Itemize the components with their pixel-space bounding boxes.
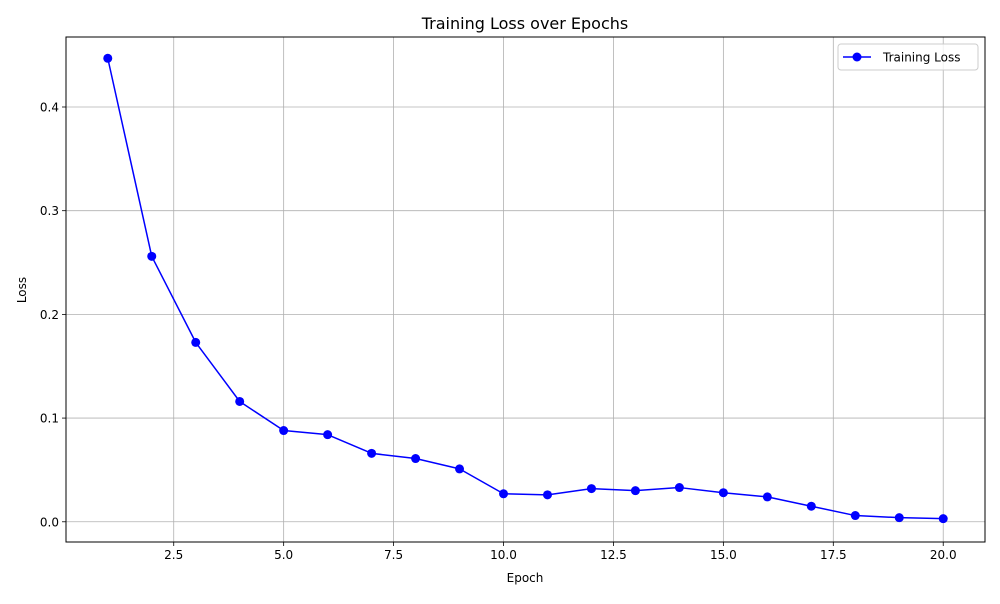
data-point — [806, 501, 816, 511]
chart-title: Training Loss over Epochs — [421, 14, 629, 33]
x-tick-label: 10.0 — [490, 548, 517, 562]
series-layer — [103, 53, 948, 524]
axis-ticks: 2.5 5.0 7.5 10.0 12.5 15.0 17.5 20.0 0.0 0.1 0.2 0.… — [40, 100, 957, 562]
data-point — [542, 490, 552, 500]
x-tick-label: 20.0 — [930, 548, 957, 562]
x-tick-label: 12.5 — [600, 548, 627, 562]
axes-frame — [65, 36, 986, 543]
data-point — [674, 483, 684, 493]
data-point — [499, 489, 509, 499]
x-axis-label: Epoch — [507, 571, 544, 585]
x-tick-label: 5.0 — [274, 548, 293, 562]
data-point — [235, 396, 245, 406]
data-point — [718, 488, 728, 498]
legend-box — [837, 43, 979, 71]
data-point — [367, 448, 377, 458]
data-point — [411, 454, 421, 464]
data-point — [191, 337, 201, 347]
data-point — [147, 251, 157, 261]
series-line-training-loss — [107, 58, 944, 520]
y-axis-label: Loss — [15, 277, 29, 303]
data-point — [894, 513, 904, 523]
x-tick-label: 7.5 — [384, 548, 403, 562]
data-point — [630, 486, 640, 496]
x-tick-label: 17.5 — [820, 548, 847, 562]
data-point — [762, 492, 772, 502]
x-tick-label: 2.5 — [164, 548, 183, 562]
data-point — [103, 53, 113, 63]
data-point — [938, 514, 948, 524]
y-tick-label: 0.1 — [40, 412, 59, 426]
y-tick-label: 0.3 — [40, 204, 59, 218]
data-point — [279, 426, 289, 436]
data-point — [850, 511, 860, 521]
data-point — [323, 430, 333, 440]
x-tick-label: 15.0 — [710, 548, 737, 562]
y-tick-label: 0.4 — [40, 100, 59, 114]
data-point — [455, 464, 465, 474]
legend-marker — [852, 52, 862, 62]
data-point — [586, 484, 596, 494]
y-tick-label: 0.2 — [40, 308, 59, 322]
grid-lines — [66, 37, 985, 542]
legend: Training Loss — [837, 43, 979, 71]
legend-label: Training Loss — [882, 51, 960, 65]
y-tick-label: 0.0 — [40, 515, 59, 529]
